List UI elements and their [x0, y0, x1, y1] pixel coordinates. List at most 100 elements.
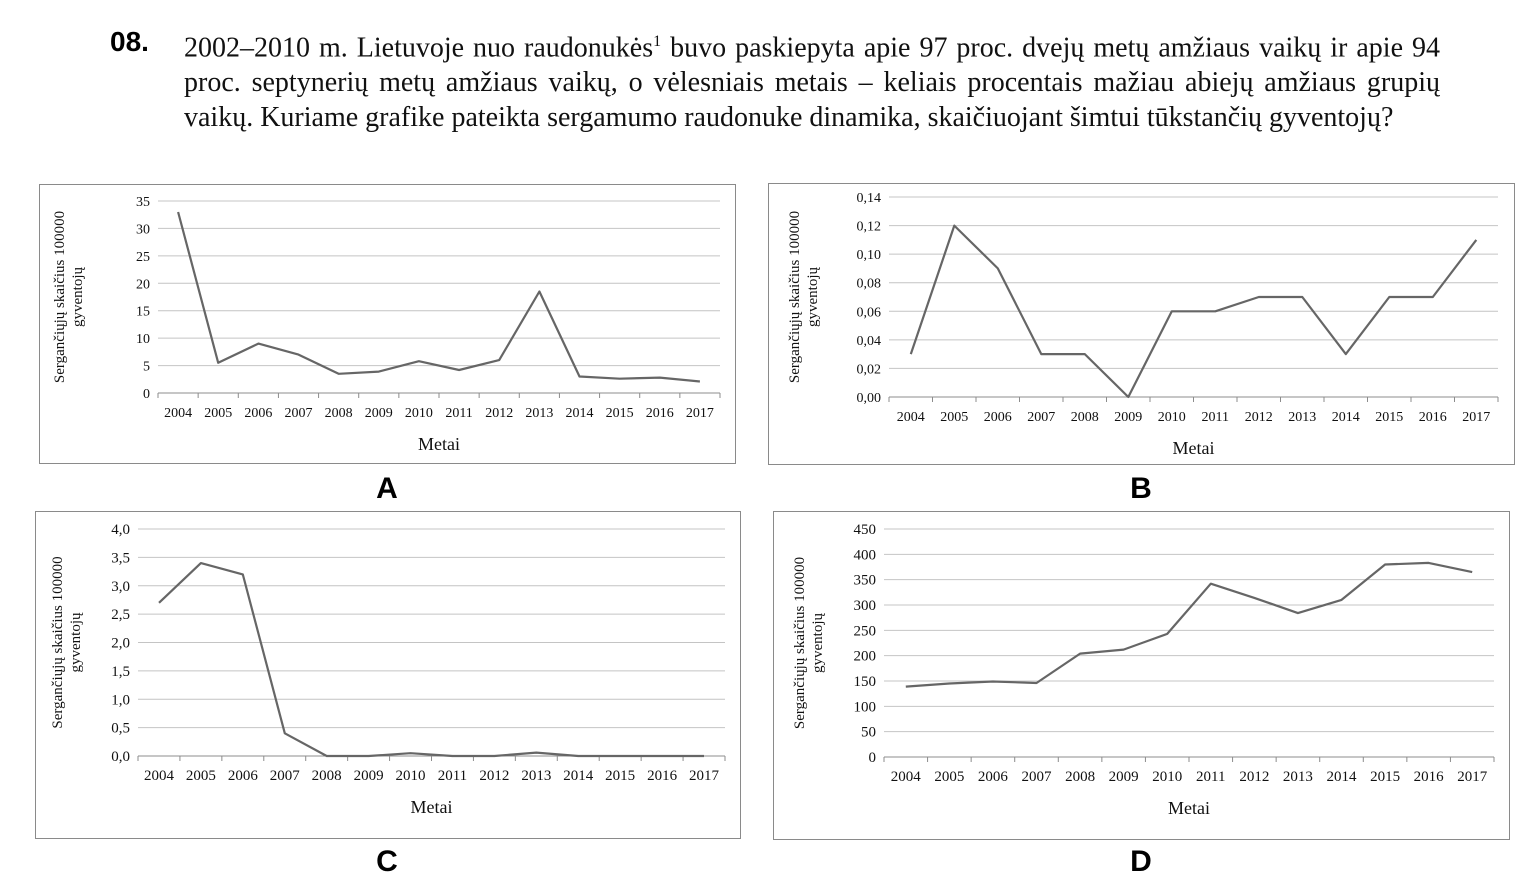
- series-line: [177, 211, 701, 383]
- x-tick-label: 2010: [1152, 769, 1182, 785]
- y-tick-label: 2,5: [111, 607, 130, 623]
- x-tick-label: 2012: [485, 406, 513, 421]
- x-tick-label: 2011: [1202, 410, 1229, 425]
- x-tick-label: 2015: [605, 768, 635, 784]
- y-tick-label: 0,08: [857, 277, 882, 292]
- x-tick-label: 2004: [891, 769, 922, 785]
- chart-a-letter: A: [376, 472, 398, 505]
- chart-c-letter: C: [376, 845, 398, 878]
- x-tick-label: 2006: [244, 406, 272, 421]
- chart-c: 0,0 0,5 1,0 1,5 2,0 2,5 3,0 3,5 4,0 2004 2005 2006 2…: [50, 522, 726, 817]
- y-tick-label: 1,0: [111, 692, 130, 708]
- x-tick-label: 2015: [1375, 410, 1403, 425]
- chart-a-panel: 0 5 10 15 20 25 30 35 2004 2005 2006 2007 2008 2009 20…: [39, 184, 736, 464]
- y-tick-label: 300: [854, 598, 877, 614]
- x-tick-label: 2009: [365, 406, 393, 421]
- x-tick-label: 2007: [270, 768, 301, 784]
- x-tick-label: 2014: [566, 406, 594, 421]
- y-tick-label: 150: [854, 674, 877, 690]
- x-tick-label: 2010: [396, 768, 426, 784]
- y-tick-label: 250: [854, 623, 877, 639]
- x-tick-label: 2004: [164, 406, 192, 421]
- y-tick-label: 350: [854, 573, 877, 589]
- x-tick-label: 2014: [1332, 410, 1360, 425]
- y-tick-label: 3,0: [111, 579, 130, 595]
- y-tick-label: 3,5: [111, 550, 130, 566]
- y-tick-label: 0,06: [857, 305, 882, 320]
- x-tick-label: 2013: [525, 406, 553, 421]
- x-tick-label: 2011: [445, 406, 472, 421]
- x-tick-label: 2005: [934, 769, 964, 785]
- x-tick-label: 2010: [1158, 410, 1186, 425]
- x-axis-title: Metai: [411, 797, 453, 817]
- x-tick-label: 2012: [1245, 410, 1273, 425]
- x-tick-label: 2006: [228, 768, 258, 784]
- y-tick-label: 100: [854, 699, 877, 715]
- x-tick-label: 2014: [1327, 769, 1358, 785]
- chart-a: 0 5 10 15 20 25 30 35 2004 2005 2006 2007 2008 2009 20…: [52, 195, 721, 454]
- y-axis-title: Sergančiųjų skaičius 100000 gyventojų: [787, 211, 821, 383]
- x-axis-title: Metai: [1173, 438, 1215, 458]
- chart-d: 0 50 100 150 200 250 300 350 400 450 2004 2005 2006 2…: [792, 522, 1495, 818]
- x-tick-label: 2016: [646, 406, 674, 421]
- y-axis-title-line2: gyventojų: [70, 267, 86, 327]
- y-axis-title: Sergančiųjų skaičius 100000 gyventojų: [50, 556, 84, 728]
- y-tick-label: 200: [854, 649, 877, 665]
- y-tick-label: 400: [854, 547, 877, 563]
- y-tick-label: 0,5: [111, 721, 130, 737]
- y-tick-label: 1,5: [111, 664, 130, 680]
- question-text: 2002–2010 m. Lietuvoje nuo raudonukės1 b…: [184, 24, 1440, 135]
- x-axis-title: Metai: [1168, 798, 1210, 818]
- x-tick-label: 2016: [1419, 410, 1447, 425]
- x-tick-label: 2009: [1114, 410, 1142, 425]
- x-tick-label: 2005: [186, 768, 216, 784]
- y-tick-label: 0: [143, 387, 150, 402]
- y-tick-label: 0,10: [857, 248, 882, 263]
- x-tick-label: 2016: [1414, 769, 1445, 785]
- footnote-marker: 1: [653, 33, 662, 50]
- y-tick-label: 0,02: [857, 362, 882, 377]
- y-axis-title: Sergančiųjų skaičius 100000 gyventojų: [52, 211, 86, 383]
- x-tick-label: 2005: [204, 406, 232, 421]
- x-tick-label: 2006: [984, 410, 1012, 425]
- y-axis-title-line2: gyventojų: [68, 612, 84, 672]
- x-tick-label: 2008: [1071, 410, 1099, 425]
- y-tick-label: 25: [136, 250, 150, 265]
- x-tick-label: 2013: [1288, 410, 1316, 425]
- x-tick-label: 2007: [1022, 769, 1053, 785]
- x-tick-label: 2004: [144, 768, 175, 784]
- y-axis-title-line1: Sergančiųjų skaičius 100000: [52, 211, 68, 383]
- x-axis-title: Metai: [418, 434, 460, 454]
- question-number: 08.: [110, 26, 149, 57]
- question-text-part2: buvo paskiepyta apie 97 proc. dvejų metų…: [184, 32, 1440, 134]
- y-axis-title-line2: gyventojų: [810, 613, 826, 673]
- chart-d-panel: 0 50 100 150 200 250 300 350 400 450 2004 2005 2006 2…: [773, 511, 1510, 840]
- x-tick-label: 2013: [1283, 769, 1313, 785]
- series-line: [158, 561, 704, 758]
- x-tick-label: 2011: [438, 768, 467, 784]
- x-tick-label: 2016: [647, 768, 678, 784]
- x-tick-label: 2017: [1462, 410, 1490, 425]
- chart-b-panel: 0,00 0,02 0,04 0,06 0,08 0,10 0,12 0,14 2004 2005…: [768, 183, 1515, 465]
- y-tick-label: 15: [136, 305, 150, 320]
- x-tick-label: 2012: [1239, 769, 1269, 785]
- x-tick-label: 2013: [521, 768, 551, 784]
- y-tick-label: 4,0: [111, 522, 130, 538]
- x-tick-label: 2008: [312, 768, 342, 784]
- x-tick-label: 2015: [606, 406, 634, 421]
- x-tick-label: 2017: [686, 406, 714, 421]
- x-tick-label: 2006: [978, 769, 1009, 785]
- y-tick-label: 0,04: [857, 334, 882, 349]
- y-axis-title-line1: Sergančiųjų skaičius 100000: [787, 211, 803, 383]
- y-tick-label: 20: [136, 277, 150, 292]
- x-tick-label: 2009: [1109, 769, 1139, 785]
- y-tick-label: 10: [136, 332, 150, 347]
- x-tick-label: 2007: [285, 406, 313, 421]
- x-tick-label: 2008: [1065, 769, 1095, 785]
- x-tick-label: 2011: [1196, 769, 1225, 785]
- x-tick-label: 2005: [940, 410, 968, 425]
- x-tick-label: 2012: [479, 768, 509, 784]
- y-axis-title-line1: Sergančiųjų skaičius 100000: [50, 556, 66, 728]
- y-tick-label: 0,0: [111, 749, 130, 765]
- y-axis-title-line2: gyventojų: [805, 267, 821, 327]
